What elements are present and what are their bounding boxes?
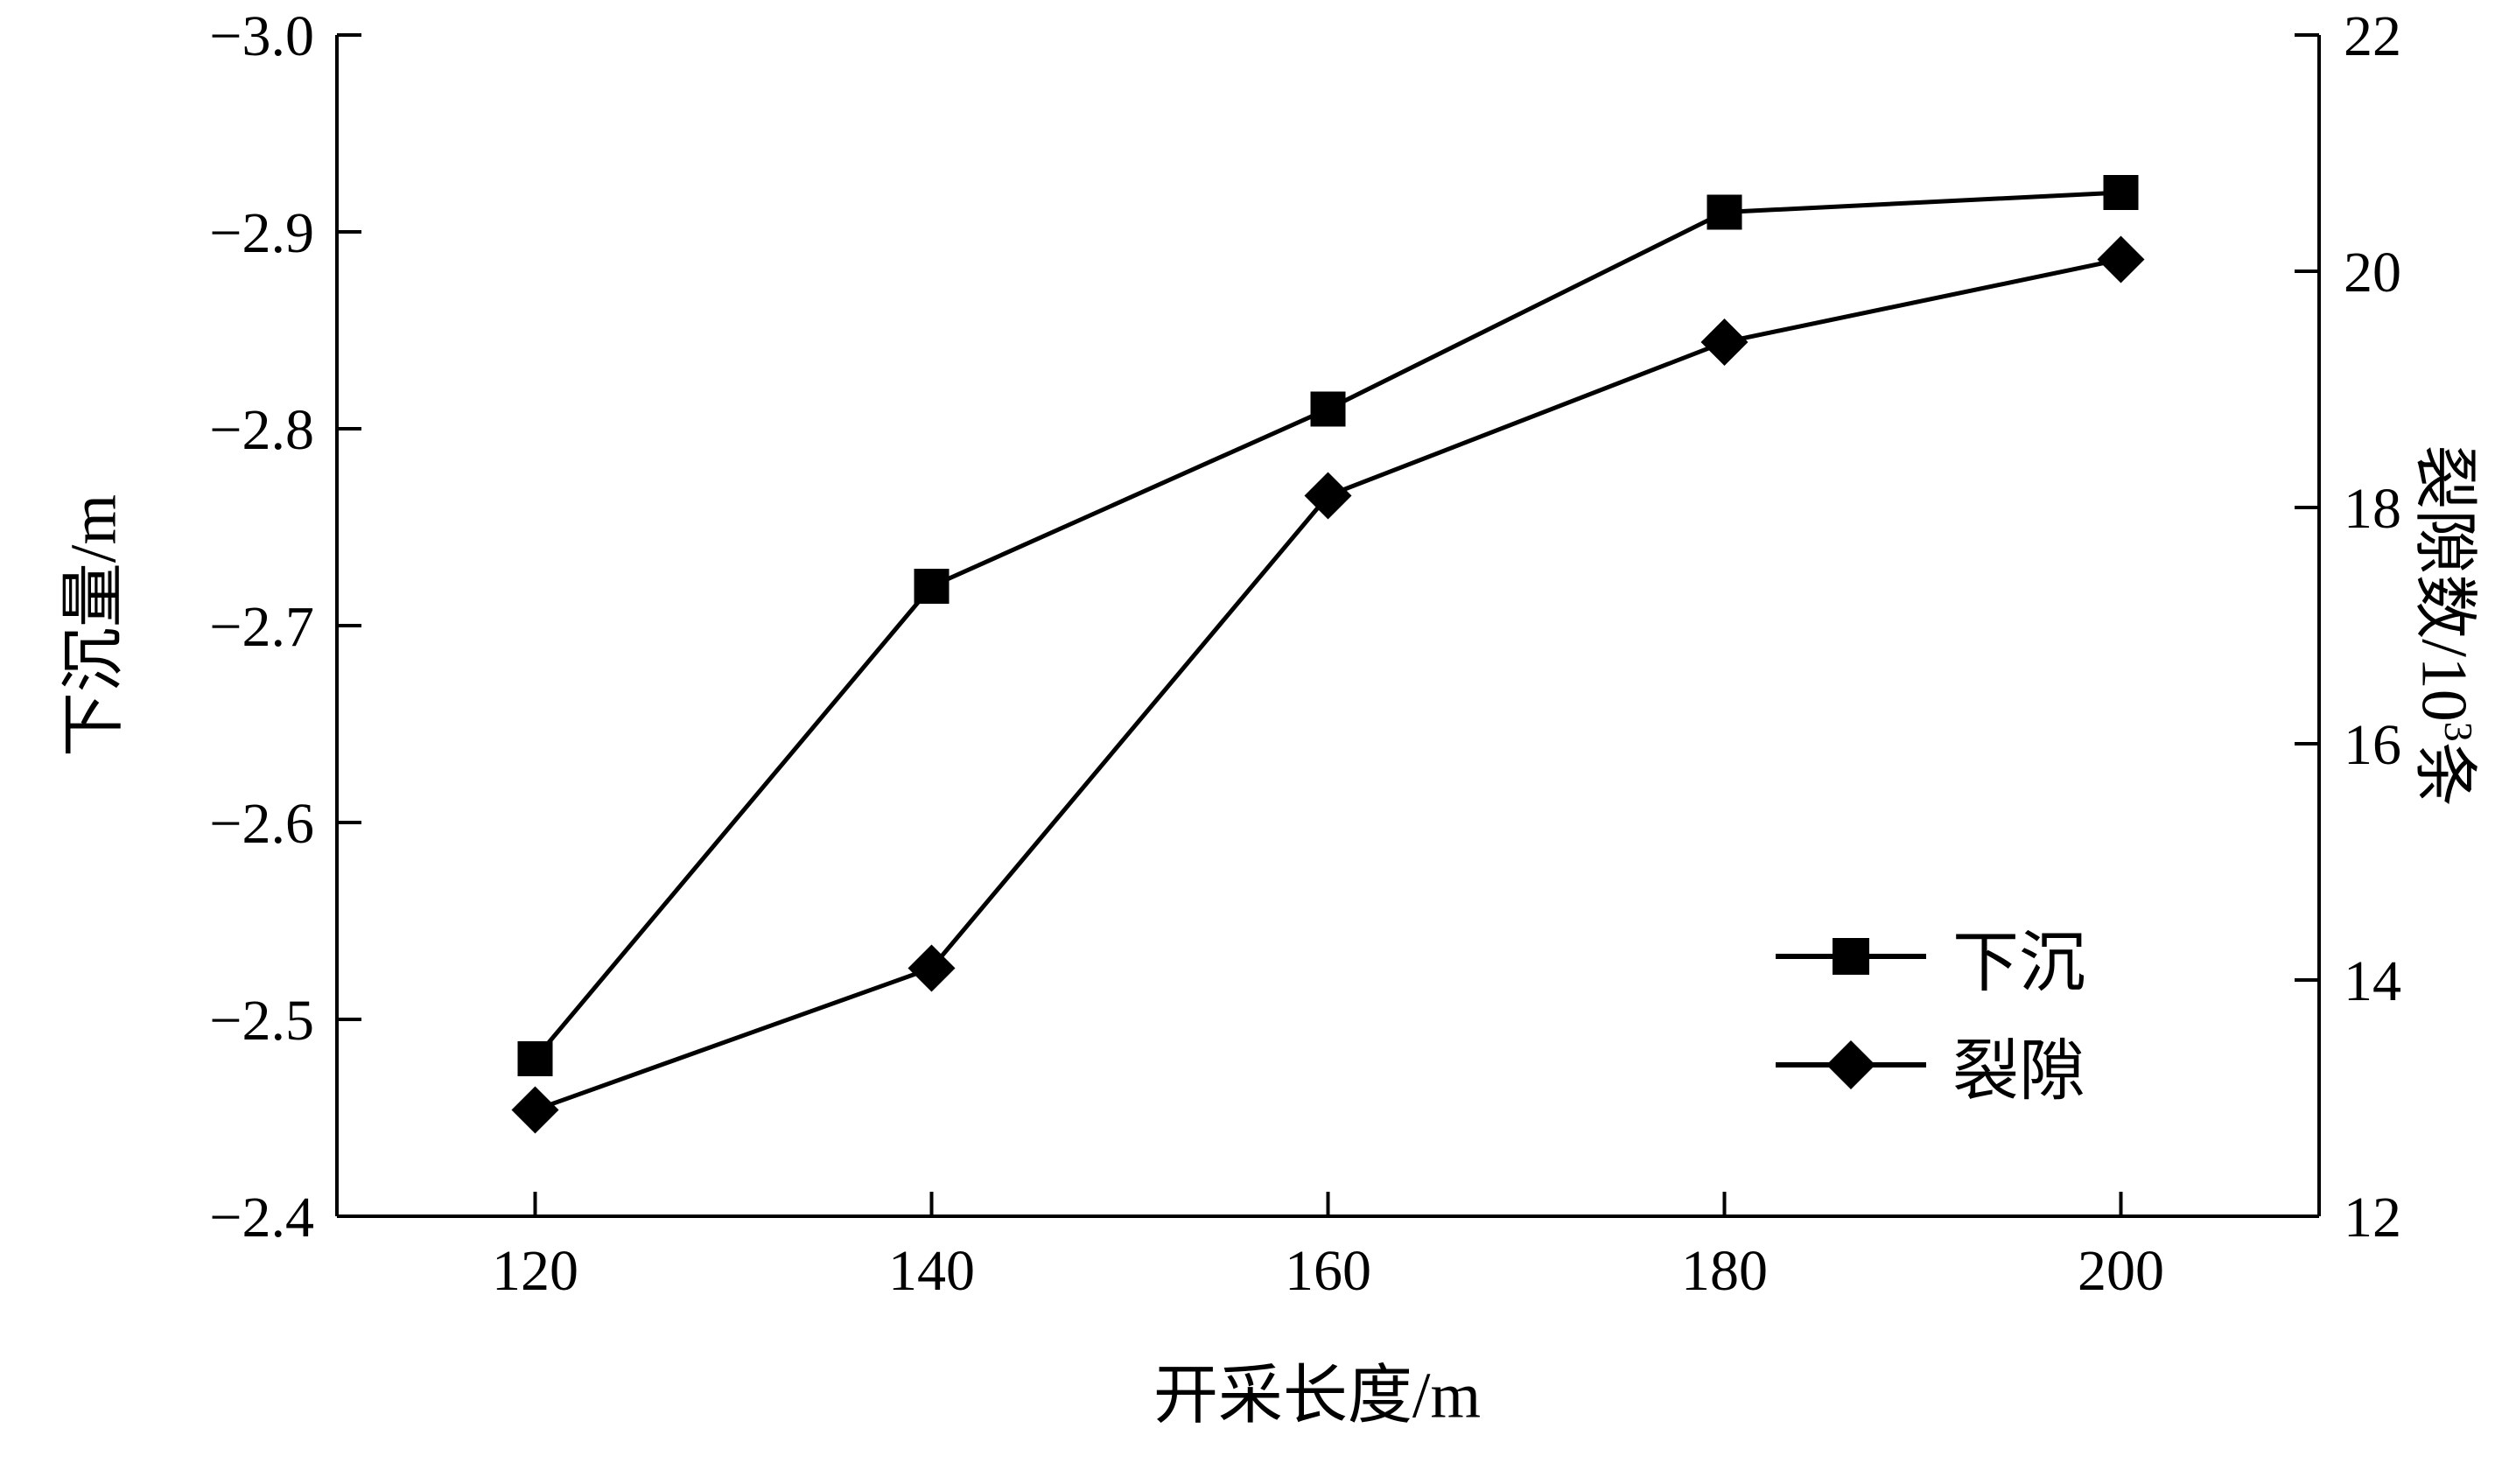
left-axis-tick-label: −3.0 bbox=[209, 4, 314, 68]
legend: 下沉 裂隙 bbox=[1772, 908, 2085, 1125]
left-axis-tick-label: −2.5 bbox=[209, 989, 314, 1053]
square-data-marker bbox=[517, 1041, 553, 1076]
left-axis-tick-label: −2.8 bbox=[209, 398, 314, 462]
square-data-marker bbox=[1707, 194, 1742, 230]
x-axis-tick-label: 120 bbox=[492, 1239, 578, 1303]
right-axis-title-post: 条 bbox=[2407, 741, 2480, 807]
left-axis-title: 下沉量/m bbox=[58, 494, 130, 758]
square-data-marker bbox=[2103, 175, 2139, 210]
square-marker-icon bbox=[1776, 938, 1926, 975]
left-axis-tick-label: −2.9 bbox=[209, 201, 314, 265]
left-axis-tick-label: −2.4 bbox=[209, 1186, 314, 1250]
square-data-marker bbox=[1310, 391, 1346, 427]
x-axis-tick-label: 180 bbox=[1681, 1239, 1768, 1303]
diamond-data-marker bbox=[511, 1086, 559, 1134]
diamond-data-marker bbox=[908, 944, 956, 992]
right-axis-tick-label: 12 bbox=[2344, 1186, 2401, 1250]
diamond-data-marker bbox=[2097, 235, 2145, 284]
legend-item-fracture: 裂隙 bbox=[1772, 1017, 2085, 1113]
diamond-marker-icon bbox=[1776, 1040, 1926, 1089]
x-axis-tick-label: 160 bbox=[1285, 1239, 1371, 1303]
right-axis-title-sup: 3 bbox=[2436, 721, 2482, 742]
right-axis-tick-label: 18 bbox=[2344, 477, 2401, 541]
x-axis-title: 开采长度/m bbox=[1153, 1360, 1482, 1432]
right-axis-tick-label: 20 bbox=[2344, 241, 2401, 304]
diamond-data-marker bbox=[1700, 318, 1749, 366]
x-axis-tick-label: 140 bbox=[888, 1239, 975, 1303]
legend-label-fracture: 裂隙 bbox=[1952, 1035, 2085, 1109]
right-axis-tick-label: 16 bbox=[2344, 713, 2401, 777]
right-axis-tick-label: 22 bbox=[2344, 4, 2401, 68]
diamond-data-marker bbox=[1304, 472, 1352, 520]
x-axis-tick-label: 200 bbox=[2078, 1239, 2164, 1303]
right-axis-title-pre: 裂隙数/10 bbox=[2407, 444, 2480, 722]
right-axis-tick-label: 14 bbox=[2344, 949, 2401, 1013]
legend-item-subsidence: 下沉 bbox=[1772, 908, 2085, 1004]
square-data-marker bbox=[914, 569, 950, 604]
right-axis-title: 裂隙数/103条 bbox=[2404, 444, 2498, 807]
left-axis-tick-label: −2.7 bbox=[209, 595, 314, 659]
left-axis-tick-label: −2.6 bbox=[209, 792, 314, 856]
legend-label-subsidence: 下沉 bbox=[1952, 927, 2085, 1000]
